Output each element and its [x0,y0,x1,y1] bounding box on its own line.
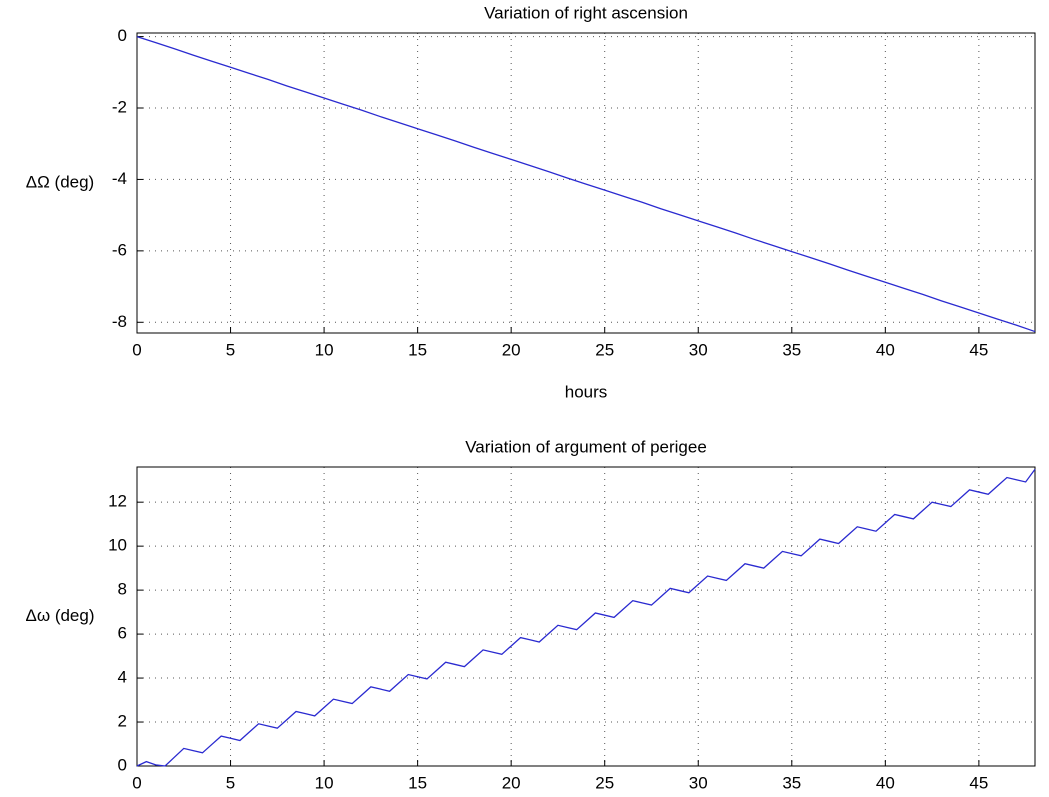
y-tick-label: -4 [112,169,127,188]
y-tick-label: 2 [118,712,127,731]
x-tick-label: 0 [132,340,141,359]
x-tick-label: 30 [689,340,708,359]
chart-title: Variation of argument of perigee [465,437,707,456]
x-tick-label: 20 [502,340,521,359]
x-tick-label: 15 [408,773,427,792]
y-tick-label: -8 [112,312,127,331]
y-tick-label: 8 [118,580,127,599]
x-tick-label: 5 [226,773,235,792]
x-tick-label: 35 [782,773,801,792]
x-tick-label: 5 [226,340,235,359]
y-tick-label: 0 [118,26,127,45]
x-tick-label: 40 [876,340,895,359]
x-tick-label: 35 [782,340,801,359]
y-tick-label: -2 [112,97,127,116]
x-tick-label: 30 [689,773,708,792]
plot-frame [136,466,1036,767]
data-line [136,468,1036,767]
plot-frame [136,32,1036,334]
y-axis-label: Δω (deg) [25,606,94,625]
x-tick-label: 45 [969,340,988,359]
y-tick-label: 0 [118,755,127,774]
x-tick-label: 45 [969,773,988,792]
x-tick-label: 20 [502,773,521,792]
y-tick-label: 4 [118,668,127,687]
y-tick-label: 10 [108,536,127,555]
chart-title: Variation of right ascension [484,3,688,22]
x-tick-label: 10 [315,340,334,359]
x-axis-label: hours [565,382,608,401]
y-tick-label: -6 [112,240,127,259]
x-tick-label: 0 [132,773,141,792]
data-line [136,35,1036,333]
x-tick-label: 15 [408,340,427,359]
x-tick-label: 25 [595,340,614,359]
x-tick-label: 40 [876,773,895,792]
x-tick-label: 10 [315,773,334,792]
x-tick-label: 25 [595,773,614,792]
y-tick-label: 6 [118,624,127,643]
y-tick-label: 12 [108,492,127,511]
y-axis-label: ΔΩ (deg) [26,172,94,191]
